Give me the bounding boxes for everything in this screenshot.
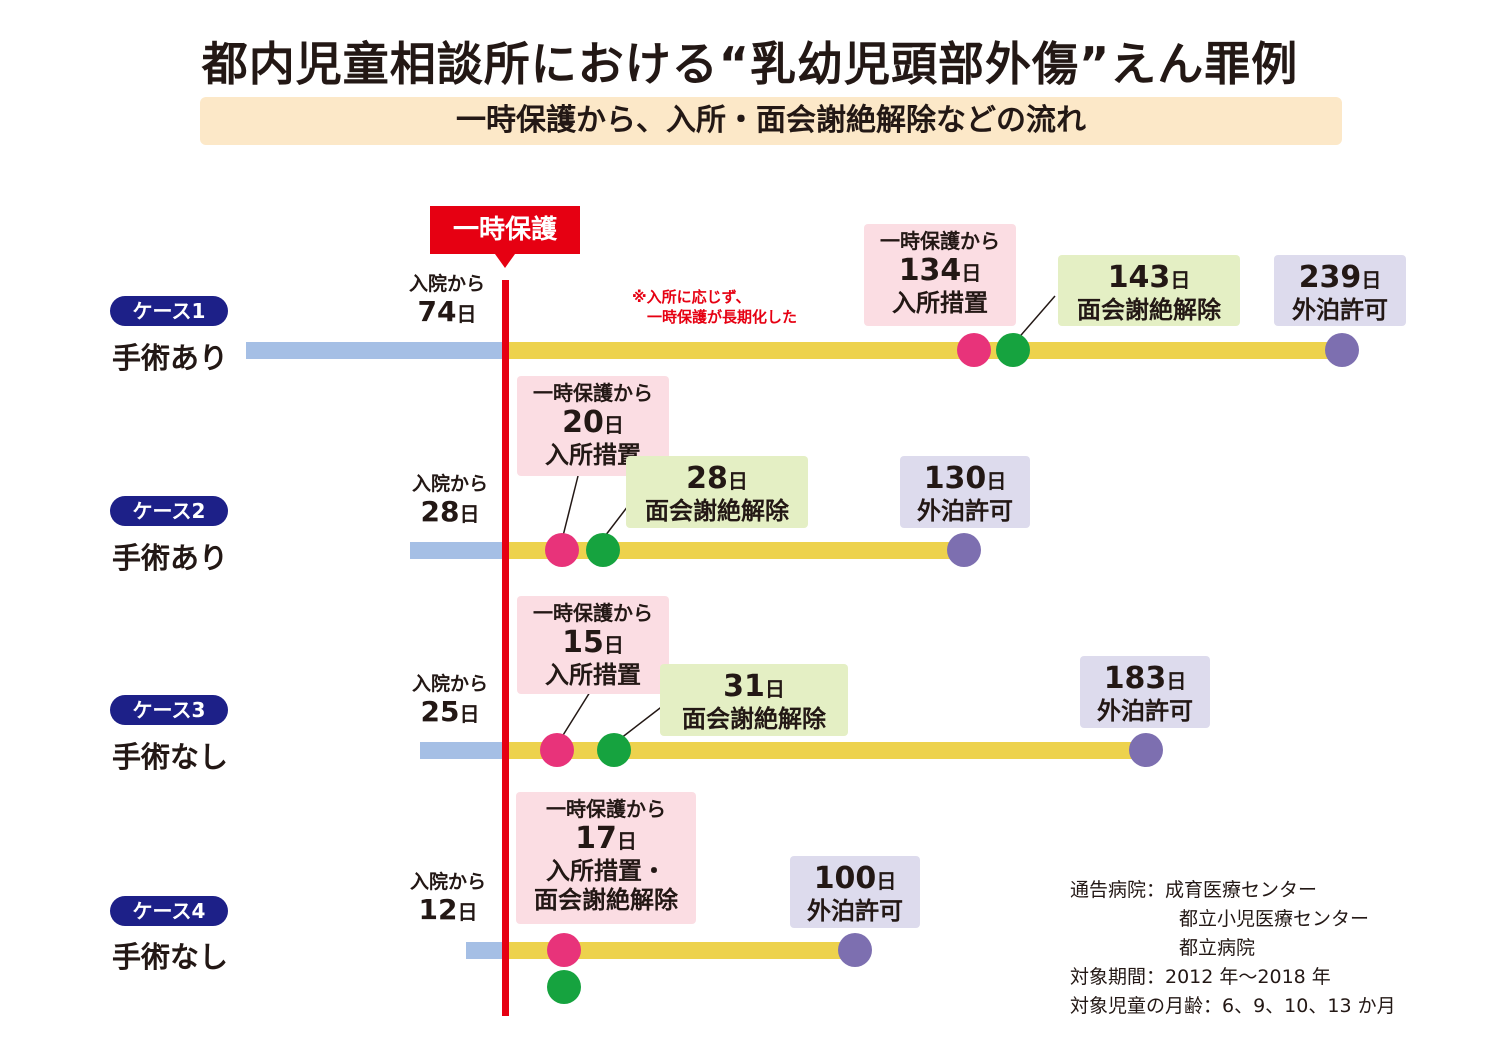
case-3-admit-dot (540, 733, 574, 767)
case-3-badge: ケース3 (110, 695, 228, 725)
case-3-surgery-label: 手術なし (111, 740, 228, 774)
case-1-badge: ケース1 (110, 296, 228, 326)
child-ages: 対象児童の月齢：6、9、10、13 か月 (1070, 995, 1396, 1017)
case-2-visit-dot (586, 533, 620, 567)
case-1-visit-box: 143日 面会謝絶解除 (1058, 255, 1240, 326)
case-3-admission-days: 入院から 25日 (411, 673, 488, 728)
case-1-admit-dot (957, 333, 991, 367)
case-4-hospital-bar (466, 942, 504, 959)
case-4-leave-box: 100日 外泊許可 (790, 856, 920, 928)
case-1-leave-box: 239日 外泊許可 (1274, 255, 1406, 326)
case-4-surgery-label: 手術なし (111, 940, 228, 974)
case-2-badge: ケース2 (110, 496, 228, 526)
hospital-2: 都立小児医療センター (1179, 908, 1370, 930)
page-subtitle: 一時保護から、入所・面会謝絶解除などの流れ (200, 97, 1342, 145)
case-4-visit-dot (547, 970, 581, 1004)
case-3-visit-dot (597, 733, 631, 767)
hospital-3: 都立病院 (1179, 937, 1256, 959)
case-4-leave-dot (838, 933, 872, 967)
case-4-admission-days: 入院から 12日 (409, 871, 486, 926)
temporary-custody-marker: 一時保護 (430, 206, 580, 268)
case-2-leave-dot (947, 533, 981, 567)
case-4-badge: ケース4 (110, 896, 228, 926)
case-1-leave-dot (1325, 333, 1359, 367)
case-1-surgery-label: 手術あり (111, 341, 228, 375)
case-1-admission-days: 入院から 74日 (408, 273, 485, 328)
case-1-visit-dot (996, 333, 1030, 367)
case-3-custody-bar (509, 742, 1145, 759)
case-2-admit-dot (545, 533, 579, 567)
case-1-custody-bar (509, 342, 1339, 359)
case-4-admit-dot (547, 933, 581, 967)
page-title: 都内児童相談所における“乳幼児頭部外傷”えん罪例 (201, 37, 1299, 91)
study-info: 通告病院：成育医療センター 都立小児医療センター 都立病院 対象期間：2012 … (1070, 876, 1396, 1021)
case-2-leave-box: 130日 外泊許可 (900, 456, 1030, 528)
case-3-hospital-bar (420, 742, 504, 759)
case-3-admit-box: 一時保護から 15日 入所措置 (517, 596, 669, 694)
case-4-admit-box: 一時保護から 17日 入所措置・ 面会謝絶解除 (516, 792, 696, 924)
case-1-hospital-bar (246, 342, 504, 359)
case-1-admit-box: 一時保護から 134日 入所措置 (864, 224, 1016, 326)
hospital-label: 通告病院： (1070, 879, 1166, 901)
case-2-surgery-label: 手術あり (111, 541, 228, 575)
case-3-leave-box: 183日 外泊許可 (1080, 656, 1210, 728)
case-2-hospital-bar (410, 542, 504, 559)
case-3-leave-dot (1129, 733, 1163, 767)
temporary-custody-line (502, 280, 509, 1016)
study-period: 対象期間：2012 年～2018 年 (1070, 966, 1331, 988)
hospital-1: 成育医療センター (1165, 879, 1318, 901)
case-2-custody-bar (509, 542, 964, 559)
case-2-visit-box: 28日 面会謝絶解除 (626, 456, 808, 528)
case-2-admission-days: 入院から 28日 (411, 473, 488, 528)
case-4-custody-bar (509, 942, 855, 959)
case-3-visit-box: 31日 面会謝絶解除 (660, 664, 848, 736)
case-1-note: ※入所に応じず、 一時保護が長期化した (632, 288, 798, 327)
